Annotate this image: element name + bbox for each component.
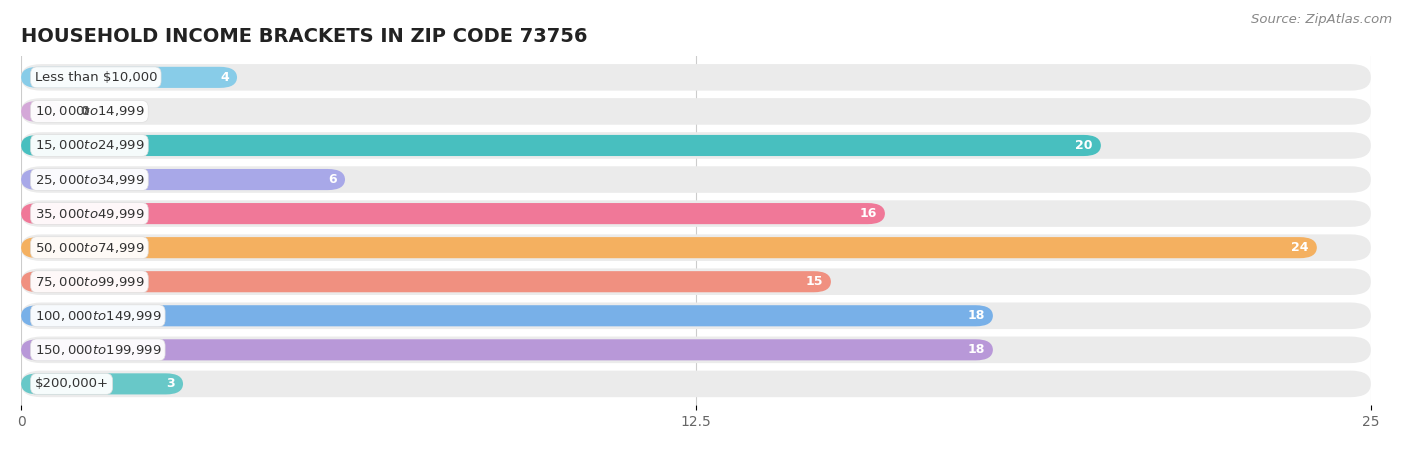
Text: 16: 16 [859, 207, 877, 220]
FancyBboxPatch shape [21, 271, 831, 292]
FancyBboxPatch shape [21, 200, 1371, 227]
Text: 18: 18 [967, 343, 984, 356]
FancyBboxPatch shape [21, 337, 1371, 363]
FancyBboxPatch shape [21, 374, 183, 395]
Text: 20: 20 [1076, 139, 1092, 152]
FancyBboxPatch shape [21, 101, 65, 122]
FancyBboxPatch shape [21, 302, 1371, 329]
FancyBboxPatch shape [21, 64, 1371, 90]
Text: $15,000 to $24,999: $15,000 to $24,999 [35, 139, 145, 153]
Text: Source: ZipAtlas.com: Source: ZipAtlas.com [1251, 14, 1392, 27]
FancyBboxPatch shape [21, 203, 884, 224]
Text: 3: 3 [166, 378, 174, 391]
Text: $100,000 to $149,999: $100,000 to $149,999 [35, 309, 162, 323]
FancyBboxPatch shape [21, 269, 1371, 295]
Text: 15: 15 [806, 275, 823, 288]
Text: $25,000 to $34,999: $25,000 to $34,999 [35, 172, 145, 187]
Text: $35,000 to $49,999: $35,000 to $49,999 [35, 207, 145, 220]
FancyBboxPatch shape [21, 98, 1371, 125]
FancyBboxPatch shape [21, 339, 993, 360]
Text: 4: 4 [221, 71, 229, 84]
Text: $10,000 to $14,999: $10,000 to $14,999 [35, 104, 145, 118]
FancyBboxPatch shape [21, 305, 993, 326]
Text: 0: 0 [80, 105, 89, 118]
Text: $50,000 to $74,999: $50,000 to $74,999 [35, 241, 145, 255]
Text: 24: 24 [1291, 241, 1309, 254]
Text: $200,000+: $200,000+ [35, 378, 108, 391]
FancyBboxPatch shape [21, 135, 1101, 156]
Text: HOUSEHOLD INCOME BRACKETS IN ZIP CODE 73756: HOUSEHOLD INCOME BRACKETS IN ZIP CODE 73… [21, 27, 588, 46]
FancyBboxPatch shape [21, 371, 1371, 397]
FancyBboxPatch shape [21, 132, 1371, 159]
Text: 6: 6 [329, 173, 337, 186]
Text: $75,000 to $99,999: $75,000 to $99,999 [35, 274, 145, 289]
FancyBboxPatch shape [21, 169, 344, 190]
Text: 18: 18 [967, 309, 984, 322]
FancyBboxPatch shape [21, 237, 1317, 258]
FancyBboxPatch shape [21, 234, 1371, 261]
Text: Less than $10,000: Less than $10,000 [35, 71, 157, 84]
Text: $150,000 to $199,999: $150,000 to $199,999 [35, 343, 162, 357]
FancyBboxPatch shape [21, 67, 238, 88]
FancyBboxPatch shape [21, 166, 1371, 193]
